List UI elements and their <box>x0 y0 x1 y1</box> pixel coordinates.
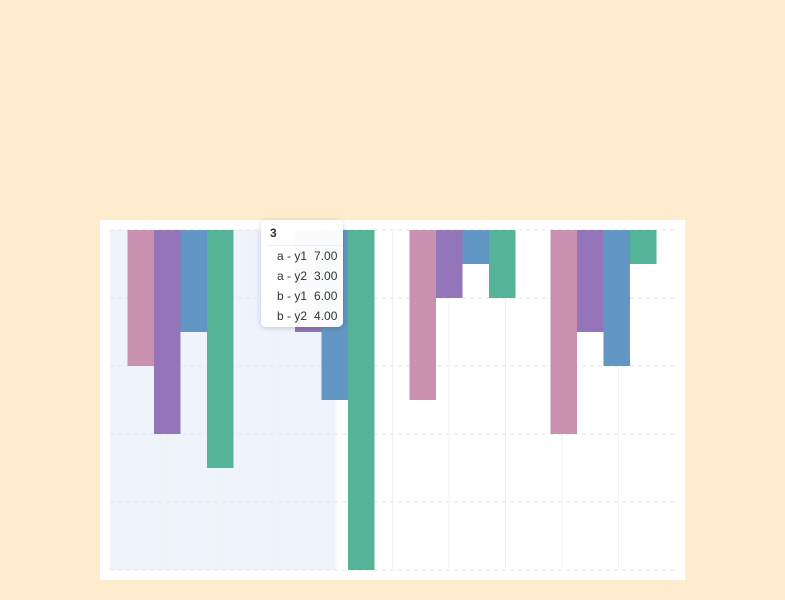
bar <box>154 230 181 434</box>
tooltip-row-value: 7.00 <box>314 249 338 263</box>
bar <box>550 230 577 434</box>
tooltip-row: a - y1 7.00 <box>261 246 343 266</box>
bar <box>180 230 207 332</box>
bar <box>409 230 436 400</box>
bar <box>127 230 154 366</box>
tooltip-row: b - y1 6.00 <box>261 286 343 306</box>
bar-chart <box>110 229 675 571</box>
chart-card <box>100 220 685 580</box>
tooltip-row: b - y2 4.00 <box>261 306 343 326</box>
bar <box>489 230 516 298</box>
bar <box>348 230 375 570</box>
tooltip-row-label: b - y1 <box>277 289 308 303</box>
tooltip-row-label: a - y2 <box>277 269 308 283</box>
bar <box>630 230 657 264</box>
tooltip-row-value: 6.00 <box>314 289 338 303</box>
tooltip-row: a - y2 3.00 <box>261 266 343 286</box>
bar <box>462 230 489 264</box>
bar <box>603 230 630 366</box>
bar <box>577 230 604 332</box>
bar <box>207 230 234 468</box>
chart-tooltip: 3 a - y1 7.00 a - y2 3.00 b - y1 6.00 b - y… <box>261 220 343 327</box>
tooltip-row-label: a - y1 <box>277 249 308 263</box>
tooltip-row-value: 4.00 <box>314 309 338 323</box>
tooltip-row-label: b - y2 <box>277 309 308 323</box>
tooltip-row-value: 3.00 <box>314 269 338 283</box>
tooltip-title: 3 <box>267 220 343 246</box>
bar <box>436 230 463 298</box>
